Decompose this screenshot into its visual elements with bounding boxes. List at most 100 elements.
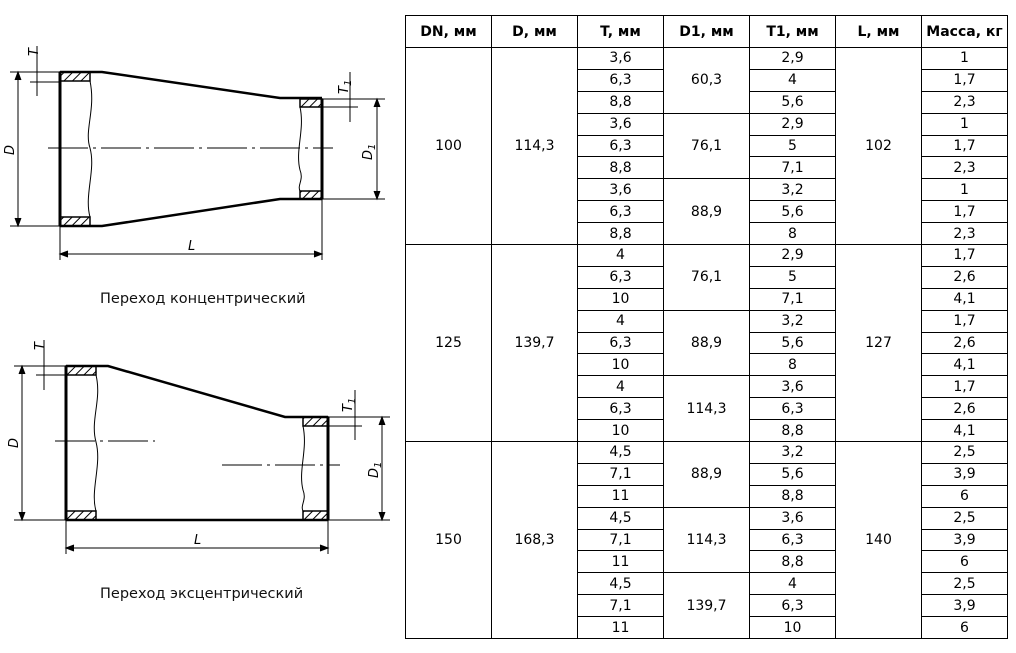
reducer-drawings: T D L D1 T1 T D L D1 T1 — [3, 46, 390, 554]
cell-mass: 2,6 — [921, 331, 1008, 355]
cell-dn: 100 — [405, 46, 492, 246]
cell-l: 127 — [835, 244, 922, 443]
column-header-mass: Масса, кг — [921, 15, 1008, 48]
cell-mass: 2,3 — [921, 90, 1008, 114]
table-row: 3,6 88,9 3,2 1 — [406, 178, 1008, 246]
cell-mass: 2,5 — [921, 572, 1008, 596]
cell-t1: 5,6 — [749, 462, 836, 486]
dim-label-l: L — [188, 239, 195, 254]
cell-t1: 4 — [749, 572, 836, 596]
cell-t: 8,8 — [577, 156, 664, 180]
cell-t: 10 — [577, 287, 664, 311]
table-row: 11 10 6 — [406, 616, 1008, 640]
cell-mass: 1,7 — [921, 68, 1008, 92]
cell-d: 168,3 — [491, 441, 578, 640]
cell-mass: 1,7 — [921, 134, 1008, 158]
cell-t1: 6,3 — [749, 397, 836, 421]
eccentric-caption: Переход эксцентрический — [100, 586, 304, 602]
cell-t1: 8 — [749, 353, 836, 377]
cell-mass: 2,3 — [921, 156, 1008, 180]
cell-t1: 3,6 — [749, 506, 836, 530]
dim-label-d: D — [7, 438, 22, 448]
table-row: 8,8 7,1 2,3 — [406, 156, 1008, 180]
cell-d: 139,7 — [491, 244, 578, 443]
table-row: 4 114,3 3,6 1,7 — [406, 375, 1008, 443]
cell-t1: 8,8 — [749, 550, 836, 574]
cell-t: 4,5 — [577, 572, 664, 596]
cell-t: 6,3 — [577, 397, 664, 421]
cell-mass: 2,6 — [921, 397, 1008, 421]
table-row: 100 114,3 3,6 60,3 2,9 102 1 — [405, 46, 1008, 246]
cell-t: 3,6 — [577, 112, 664, 136]
cell-mass: 6 — [921, 616, 1008, 640]
concentric-reducer-drawing — [10, 46, 385, 260]
eccentric-reducer-drawing — [14, 340, 390, 554]
dim-label-t1: T1 — [337, 80, 354, 94]
table-row: 7,1 6,3 3,9 — [406, 528, 1008, 552]
cell-mass: 3,9 — [921, 462, 1008, 486]
cell-dn: 150 — [405, 441, 492, 640]
cell-d1: 88,9 — [663, 309, 750, 377]
table-row: 3,6 76,1 2,9 1 — [406, 112, 1008, 180]
table-row: 125 139,7 4 76,1 2,9 127 1,7 — [405, 244, 1008, 443]
table-row: 150 168,3 4,5 88,9 3,2 140 2,5 — [405, 441, 1008, 640]
cell-t: 3,6 — [577, 178, 664, 202]
cell-mass: 1,7 — [921, 375, 1008, 399]
table-row: 4,5 114,3 3,6 2,5 — [406, 506, 1008, 574]
cell-d1: 76,1 — [663, 244, 750, 311]
cell-t: 11 — [577, 550, 664, 574]
cell-d1: 76,1 — [663, 112, 750, 180]
reducer-dimensions-table: DN, мм D, мм T, мм D1, мм T1, мм L, мм Масса, … — [405, 15, 1008, 640]
cell-t: 4 — [577, 309, 664, 333]
cell-mass: 6 — [921, 550, 1008, 574]
cell-t: 8,8 — [577, 90, 664, 114]
cell-t1: 8 — [749, 222, 836, 246]
column-header-d1: D1, мм — [663, 15, 750, 48]
cell-t1: 7,1 — [749, 156, 836, 180]
cell-t: 11 — [577, 484, 664, 508]
table-row: 10 8 4,1 — [406, 353, 1008, 377]
dim-label-t1: T1 — [341, 398, 358, 412]
table-row: 6,3 5 2,6 — [406, 265, 1008, 289]
table-row: 6,3 5,6 2,6 — [406, 331, 1008, 355]
cell-t: 11 — [577, 616, 664, 640]
cell-mass: 2,5 — [921, 441, 1008, 464]
cell-t: 4 — [577, 375, 664, 399]
cell-t: 6,3 — [577, 331, 664, 355]
cell-t: 3,6 — [577, 47, 664, 70]
cell-t: 4 — [577, 244, 664, 267]
cell-t: 6,3 — [577, 134, 664, 158]
cell-t1: 3,2 — [749, 441, 836, 464]
cell-t1: 5,6 — [749, 200, 836, 224]
column-header-dn: DN, мм — [405, 15, 492, 48]
cell-t1: 2,9 — [749, 112, 836, 136]
cell-t1: 5,6 — [749, 90, 836, 114]
cell-d1: 88,9 — [663, 441, 750, 508]
column-header-t: T, мм — [577, 15, 664, 48]
dim-label-t: T — [33, 341, 48, 350]
cell-d1: 114,3 — [663, 375, 750, 443]
cell-mass: 4,1 — [921, 353, 1008, 377]
table-row: 6,3 6,3 2,6 — [406, 397, 1008, 421]
column-header-l: L, мм — [835, 15, 922, 48]
cell-dn: 125 — [405, 244, 492, 443]
cell-t: 10 — [577, 419, 664, 443]
cell-t1: 8,8 — [749, 484, 836, 508]
cell-t1: 3,2 — [749, 178, 836, 202]
cell-mass: 2,6 — [921, 265, 1008, 289]
cell-t1: 7,1 — [749, 287, 836, 311]
table-row: 10 7,1 4,1 — [406, 287, 1008, 311]
cell-mass: 2,5 — [921, 506, 1008, 530]
cell-t: 6,3 — [577, 200, 664, 224]
table-row: 7,1 5,6 3,9 — [406, 462, 1008, 486]
table-row: 6,3 5,6 1,7 — [406, 200, 1008, 224]
table-row: 11 8,8 6 — [406, 484, 1008, 508]
cell-mass: 6 — [921, 484, 1008, 508]
cell-t: 4,5 — [577, 441, 664, 464]
dim-label-l: L — [194, 533, 201, 548]
cell-t1: 6,3 — [749, 528, 836, 552]
cell-mass: 4,1 — [921, 287, 1008, 311]
concentric-caption: Переход концентрический — [100, 291, 306, 307]
cell-l: 140 — [835, 441, 922, 640]
dim-label-d1: D1 — [367, 462, 384, 478]
